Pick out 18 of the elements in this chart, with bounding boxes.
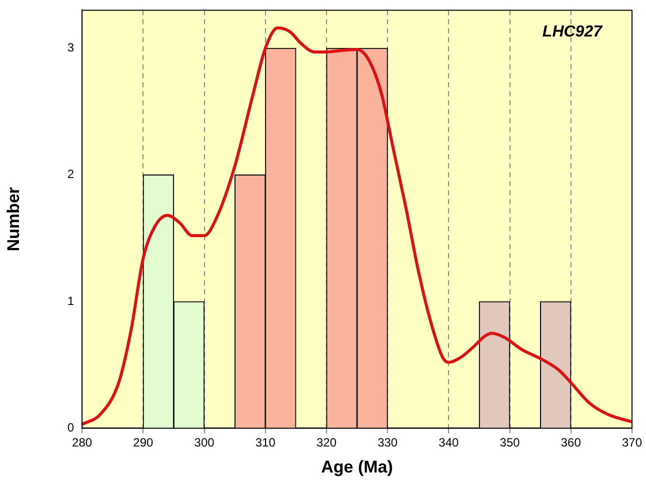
x-axis-title: Age (Ma) <box>321 457 393 476</box>
x-tick-label: 280 <box>72 436 92 450</box>
y-tick-label: 2 <box>67 167 74 182</box>
y-tick-label: 1 <box>67 294 74 308</box>
x-tick-label: 310 <box>255 436 276 450</box>
x-tick-label: 300 <box>194 436 215 450</box>
line-series <box>82 26 632 426</box>
x-tick-label: 360 <box>560 436 582 450</box>
x-tick-label: 340 <box>438 436 460 450</box>
text: LHC927 <box>542 24 604 41</box>
y-axis-title: Number <box>4 186 23 252</box>
y-tick-label: 3 <box>67 40 74 55</box>
x-tick-label: 370 <box>622 436 642 450</box>
x-tick-label: 320 <box>316 436 337 450</box>
x-tick-label: 290 <box>133 436 154 450</box>
x-tick-label: 350 <box>500 436 520 450</box>
y-tick-label: 0 <box>67 420 74 435</box>
x-tick-label: 330 <box>378 436 398 450</box>
